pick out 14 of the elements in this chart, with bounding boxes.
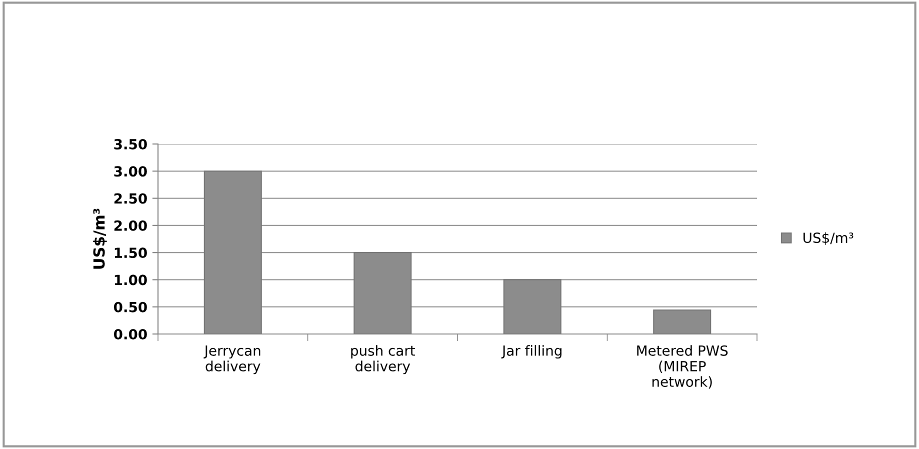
y-tick-label: 0.50 bbox=[114, 302, 147, 312]
y-tick-label: 0.00 bbox=[114, 328, 147, 340]
y-tick-label: 1.50 bbox=[114, 248, 147, 258]
y-tick-label: 2.50 bbox=[114, 193, 147, 204]
legend-label: US$/m³ bbox=[804, 232, 854, 245]
x-tick-label: Jar filling bbox=[501, 345, 562, 359]
y-tick-label: 3.50 bbox=[114, 138, 147, 150]
y-tick-label: 2.00 bbox=[114, 220, 147, 231]
x-tick-label: Jerrycan delivery bbox=[204, 346, 260, 374]
y-axis-title: US$/m³ bbox=[92, 208, 107, 269]
y-tick-label: 1.00 bbox=[114, 274, 147, 286]
x-tick-label: Metered PWS (MIREP network) bbox=[637, 345, 728, 389]
x-tick-label: push cart delivery bbox=[351, 345, 415, 374]
y-tick-label: 3.00 bbox=[114, 166, 147, 177]
